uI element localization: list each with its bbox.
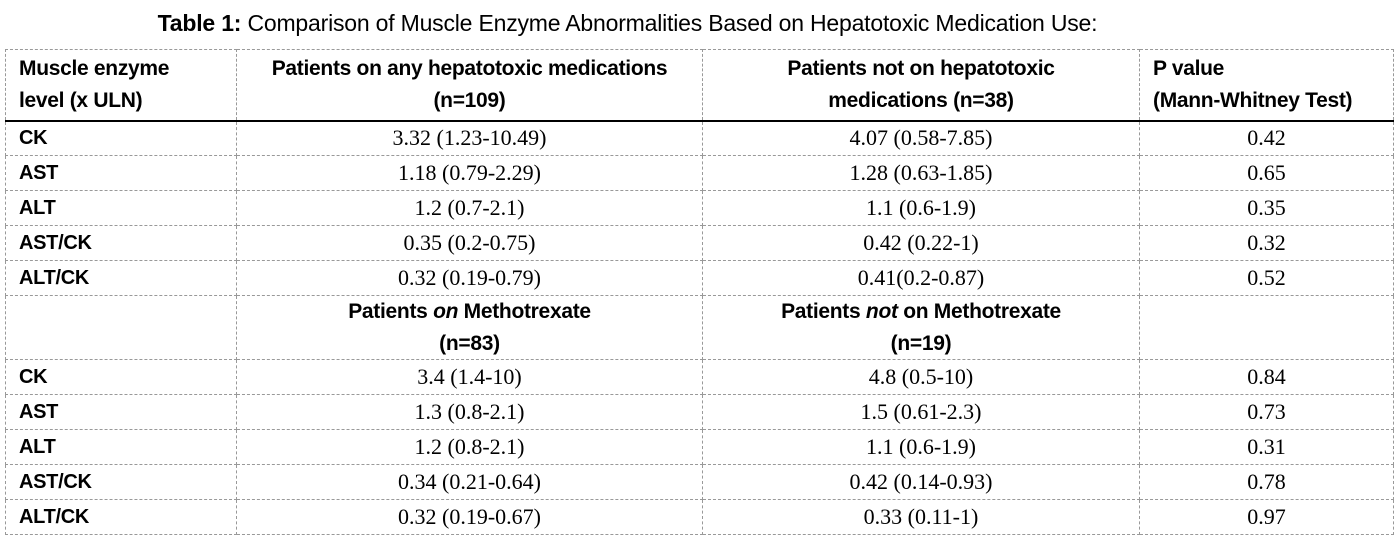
p-value-cell: 0.65 <box>1139 155 1394 191</box>
any-hepatotoxic-value-cell: 1.18 (0.79-2.29) <box>236 155 703 191</box>
table-row: ALT 1.2 (0.7-2.1) 1.1 (0.6-1.9) 0.35 <box>5 190 1394 226</box>
table-row: AST 1.18 (0.79-2.29) 1.28 (0.63-1.85) 0.… <box>5 155 1394 191</box>
not-on-methotrexate-value-cell: 1.1 (0.6-1.9) <box>702 429 1140 465</box>
table-title-label: Table 1: <box>157 10 242 36</box>
p-value-cell: 0.32 <box>1139 225 1394 261</box>
muscle-enzyme-table: Muscle enzyme level (x ULN) Patients on … <box>5 49 1394 535</box>
not-hepatotoxic-value-cell: 0.41(0.2-0.87) <box>702 260 1140 296</box>
enzyme-label-cell: AST/CK <box>5 464 237 500</box>
not-on-methotrexate-value-cell: 0.33 (0.11-1) <box>702 499 1140 535</box>
table-row: ALT/CK 0.32 (0.19-0.67) 0.33 (0.11-1) 0.… <box>5 499 1394 535</box>
header-p-value: P value (Mann-Whitney Test) <box>1139 49 1394 122</box>
table-row: AST/CK 0.34 (0.21-0.64) 0.42 (0.14-0.93)… <box>5 464 1394 500</box>
any-hepatotoxic-value-cell: 0.32 (0.19-0.79) <box>236 260 703 296</box>
enzyme-label-cell: ALT/CK <box>5 499 237 535</box>
on-methotrexate-value-cell: 0.34 (0.21-0.64) <box>236 464 703 500</box>
methotrexate-section-header-row: Patients on Methotrexate (n=83) Patients… <box>5 295 1394 360</box>
not-hepatotoxic-value-cell: 0.42 (0.22-1) <box>702 225 1140 261</box>
enzyme-label-cell: ALT/CK <box>5 260 237 296</box>
on-methotrexate-value-cell: 1.3 (0.8-2.1) <box>236 394 703 430</box>
table-row: AST 1.3 (0.8-2.1) 1.5 (0.61-2.3) 0.73 <box>5 394 1394 430</box>
table-row: ALT/CK 0.32 (0.19-0.79) 0.41(0.2-0.87) 0… <box>5 260 1394 296</box>
table-row: CK 3.4 (1.4-10) 4.8 (0.5-10) 0.84 <box>5 359 1394 395</box>
p-value-cell: 0.31 <box>1139 429 1394 465</box>
not-hepatotoxic-value-cell: 4.07 (0.58-7.85) <box>702 120 1140 156</box>
p-value-cell: 0.42 <box>1139 120 1394 156</box>
p-value-cell: 0.97 <box>1139 499 1394 535</box>
p-value-cell: 0.78 <box>1139 464 1394 500</box>
enzyme-label-cell: AST <box>5 155 237 191</box>
enzyme-label-cell: ALT <box>5 429 237 465</box>
on-methotrexate-value-cell: 1.2 (0.8-2.1) <box>236 429 703 465</box>
table-title-text: Comparison of Muscle Enzyme Abnormalitie… <box>247 10 1098 36</box>
p-value-cell: 0.73 <box>1139 394 1394 430</box>
any-hepatotoxic-value-cell: 3.32 (1.23-10.49) <box>236 120 703 156</box>
not-on-methotrexate-value-cell: 4.8 (0.5-10) <box>702 359 1140 395</box>
enzyme-label-cell: AST/CK <box>5 225 237 261</box>
enzyme-label-cell: ALT <box>5 190 237 226</box>
enzyme-label-cell: CK <box>5 359 237 395</box>
enzyme-label-cell: CK <box>5 120 237 156</box>
section-header-on-methotrexate: Patients on Methotrexate (n=83) <box>236 295 703 360</box>
not-on-methotrexate-value-cell: 0.42 (0.14-0.93) <box>702 464 1140 500</box>
section-header-empty-left <box>5 295 237 360</box>
section-header-empty-right <box>1139 295 1394 360</box>
on-methotrexate-value-cell: 0.32 (0.19-0.67) <box>236 499 703 535</box>
header-row: Muscle enzyme level (x ULN) Patients on … <box>5 49 1394 122</box>
p-value-cell: 0.84 <box>1139 359 1394 395</box>
table-title: Table 1: Comparison of Muscle Enzyme Abn… <box>0 10 1255 37</box>
enzyme-label-cell: AST <box>5 394 237 430</box>
not-on-methotrexate-value-cell: 1.5 (0.61-2.3) <box>702 394 1140 430</box>
p-value-cell: 0.52 <box>1139 260 1394 296</box>
table-row: AST/CK 0.35 (0.2-0.75) 0.42 (0.22-1) 0.3… <box>5 225 1394 261</box>
not-hepatotoxic-value-cell: 1.28 (0.63-1.85) <box>702 155 1140 191</box>
p-value-cell: 0.35 <box>1139 190 1394 226</box>
table-row: ALT 1.2 (0.8-2.1) 1.1 (0.6-1.9) 0.31 <box>5 429 1394 465</box>
header-any-hepatotoxic: Patients on any hepatotoxic medications … <box>236 49 703 122</box>
header-muscle-enzyme: Muscle enzyme level (x ULN) <box>5 49 237 122</box>
table-row: CK 3.32 (1.23-10.49) 4.07 (0.58-7.85) 0.… <box>5 120 1394 156</box>
section-header-not-on-methotrexate: Patients not on Methotrexate (n=19) <box>702 295 1140 360</box>
any-hepatotoxic-value-cell: 1.2 (0.7-2.1) <box>236 190 703 226</box>
not-hepatotoxic-value-cell: 1.1 (0.6-1.9) <box>702 190 1140 226</box>
header-not-hepatotoxic: Patients not on hepatotoxic medications … <box>702 49 1140 122</box>
any-hepatotoxic-value-cell: 0.35 (0.2-0.75) <box>236 225 703 261</box>
on-methotrexate-value-cell: 3.4 (1.4-10) <box>236 359 703 395</box>
